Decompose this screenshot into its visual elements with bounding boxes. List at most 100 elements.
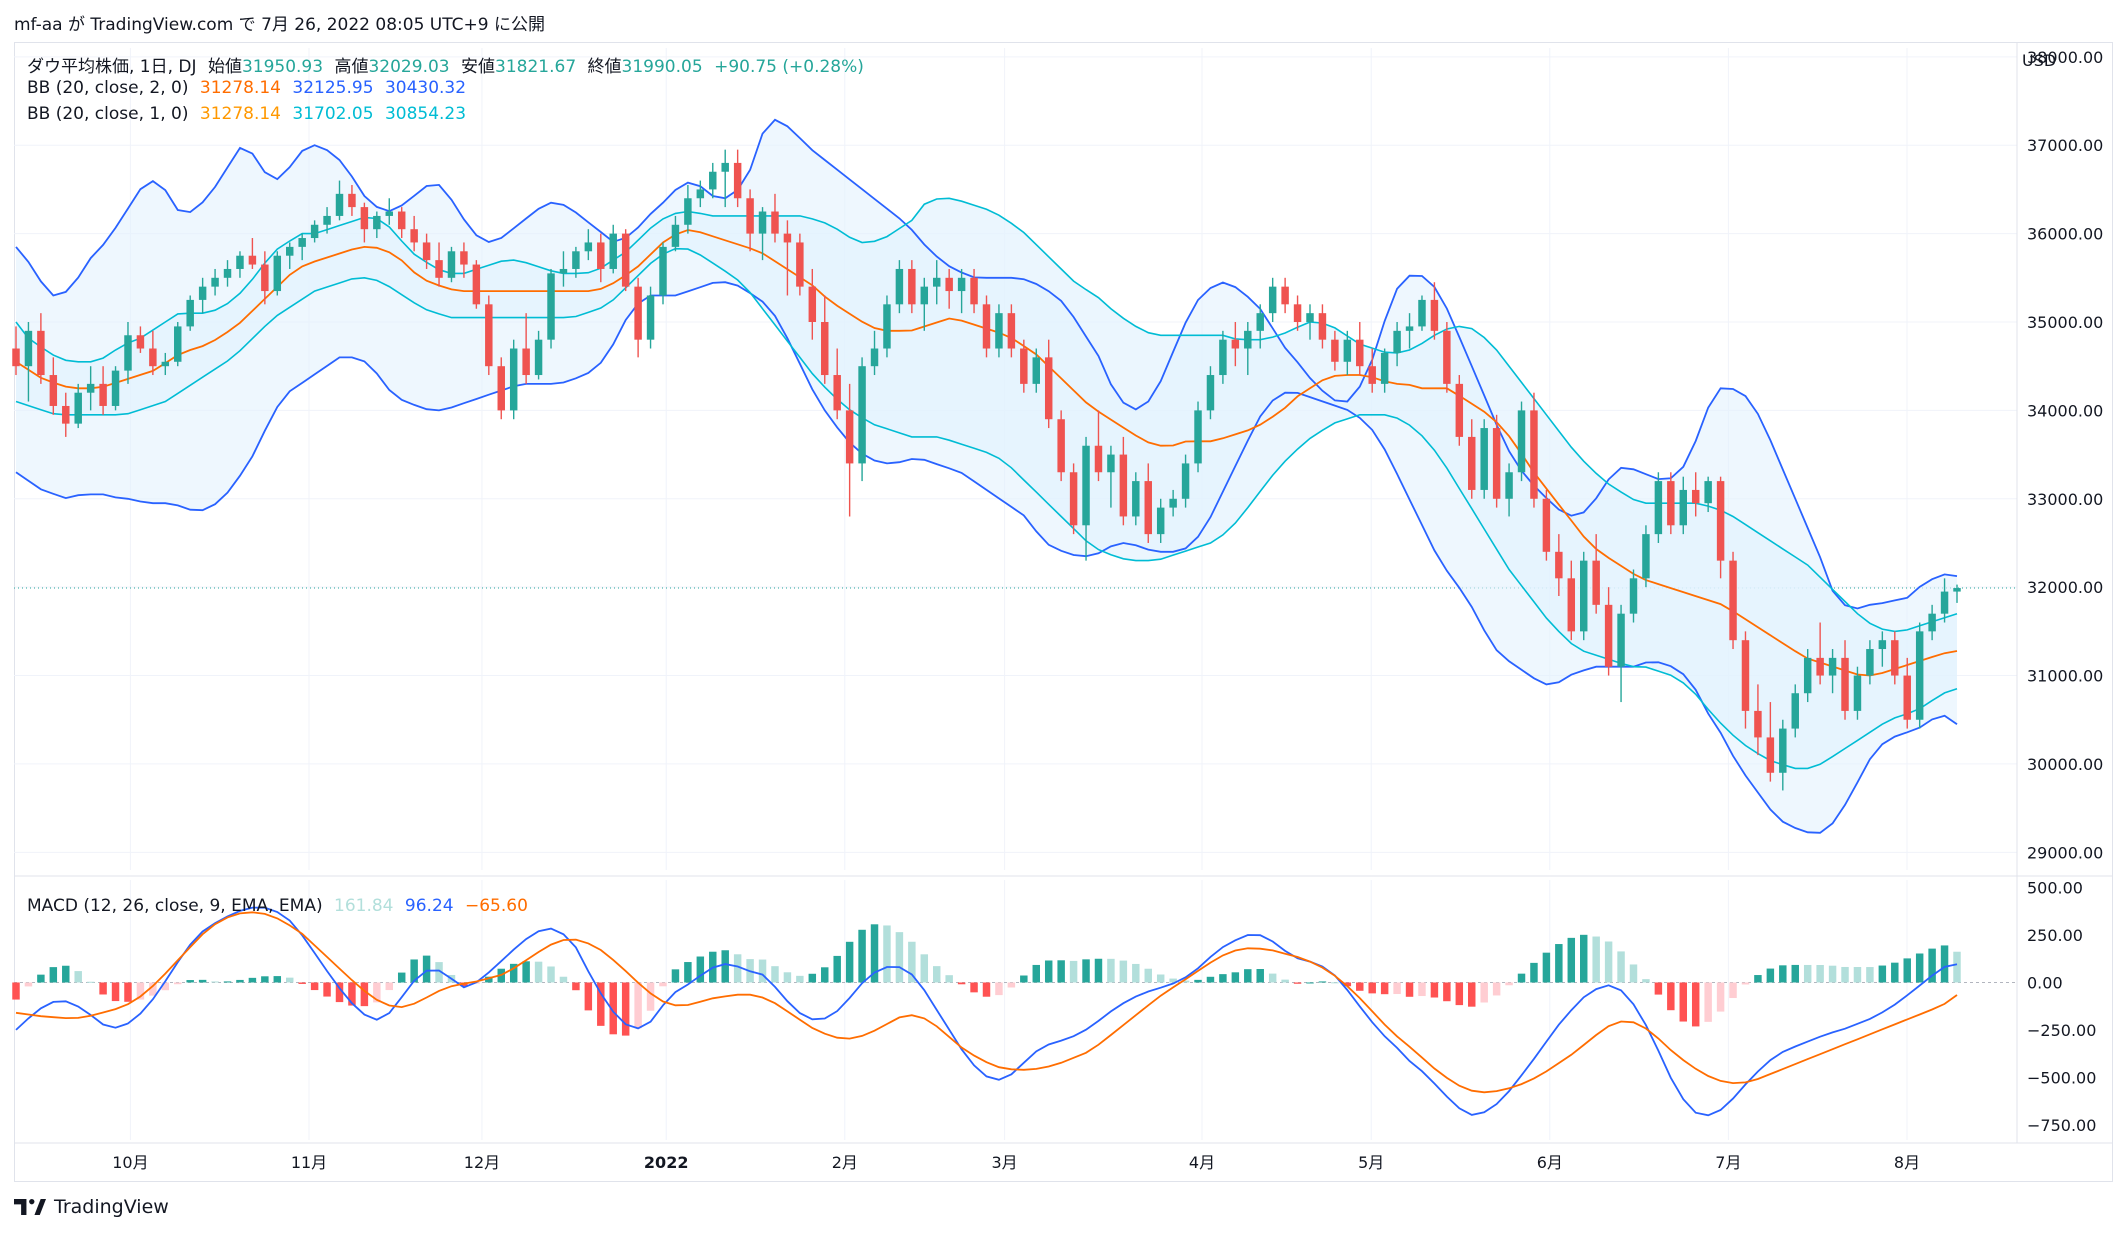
- candle-body: [1281, 286, 1289, 305]
- candle-body: [1020, 348, 1028, 384]
- candle-body: [1405, 326, 1414, 331]
- bb1-lower: 30430.32: [384, 78, 467, 98]
- candle-body: [1866, 649, 1874, 676]
- time-tick-label: 8月: [1894, 1153, 1920, 1172]
- macd-hist-bar: [1679, 982, 1688, 1022]
- candle-body: [1380, 352, 1389, 384]
- macd-hist-bar: [1468, 982, 1476, 1007]
- candle-body: [497, 366, 505, 411]
- macd-hist-bar: [1505, 982, 1513, 986]
- candle-body: [1530, 410, 1538, 499]
- price-tick-label: 38000.00: [2027, 48, 2103, 67]
- macd-hist-bar: [1530, 962, 1538, 983]
- candle-body: [261, 264, 269, 292]
- macd-hist-bar: [659, 982, 667, 987]
- macd-hist-bar: [1107, 958, 1115, 983]
- candle-body: [908, 268, 916, 305]
- macd-hist-bar: [373, 982, 381, 1003]
- macd-hist-bar: [1517, 973, 1526, 983]
- macd-hist-bar: [534, 961, 543, 983]
- candle-body: [1891, 640, 1899, 676]
- candle-body: [1691, 489, 1700, 504]
- macd-hist-bar: [1953, 951, 1961, 983]
- candle-body: [634, 286, 642, 340]
- macd-hist-bar: [1069, 960, 1078, 983]
- bb1-fill: [16, 198, 1957, 769]
- macd-hist-bar: [1281, 979, 1289, 983]
- legend-bb2: BB (20, close, 1, 0) 31278.14 31702.05 3…: [27, 104, 472, 124]
- macd-hist-bar: [584, 982, 593, 1011]
- bb1-upper-line: [15, 197, 1958, 633]
- candle-body: [746, 198, 754, 234]
- legend-bb1: BB (20, close, 2, 0) 31278.14 32125.95 3…: [27, 78, 472, 98]
- legend-close-label: 終値: [587, 57, 622, 77]
- legend-open-label: 始値: [207, 57, 242, 77]
- candle-body: [360, 207, 369, 230]
- macd-hist-bar: [149, 982, 157, 996]
- candle-body: [1032, 357, 1041, 384]
- macd-hist-bar: [796, 975, 804, 983]
- legend-low: 31821.67: [495, 57, 577, 77]
- macd-hist-bar: [248, 977, 257, 983]
- candle-body: [522, 348, 530, 376]
- macd-tick-label: −500.00: [2027, 1068, 2096, 1087]
- candle-body: [136, 335, 145, 349]
- legend-high: 32029.03: [368, 57, 450, 77]
- time-tick-label: 6月: [1537, 1153, 1563, 1172]
- candle-body: [1803, 657, 1812, 694]
- candle-body: [1517, 410, 1526, 473]
- macd-hist-bar: [1256, 969, 1264, 983]
- candle-body: [995, 313, 1003, 349]
- macd-hist-bar: [509, 963, 518, 983]
- candle-body: [397, 211, 406, 230]
- candle-body: [37, 330, 45, 376]
- candle-body: [198, 286, 207, 300]
- macd-hist-bar: [62, 965, 70, 983]
- candle-body: [1791, 693, 1799, 729]
- candle-body: [833, 375, 841, 411]
- candle-body: [771, 211, 779, 234]
- candle-body: [547, 273, 555, 340]
- macd-tick-label: 500.00: [2027, 879, 2083, 898]
- macd-hist-bar: [236, 979, 244, 983]
- macd-hist-bar: [1866, 967, 1874, 983]
- candle-body: [186, 299, 194, 327]
- candle-body: [1169, 498, 1177, 508]
- candle-body: [1393, 330, 1401, 353]
- time-tick-label: 2022: [644, 1153, 689, 1172]
- macd-hist-bar: [1156, 974, 1165, 983]
- macd-hist-bar: [261, 976, 269, 983]
- footer-brand[interactable]: TradingView: [14, 1196, 169, 1218]
- candle-body: [609, 233, 617, 269]
- candle-body: [1331, 339, 1339, 362]
- price-tick-label: 29000.00: [2027, 843, 2103, 862]
- price-tick-label: 32000.00: [2027, 578, 2103, 597]
- macd-hist-bar: [1940, 945, 1949, 983]
- macd-hist-bar: [1878, 965, 1887, 983]
- macd-hist-bar: [833, 955, 841, 983]
- bollinger-lines: [15, 118, 1958, 834]
- candles: [12, 149, 1961, 791]
- candle-body: [1841, 657, 1849, 711]
- candle-body: [1194, 410, 1202, 464]
- price-tick-label: 34000.00: [2027, 401, 2103, 420]
- candle-body: [422, 242, 431, 261]
- candle-body: [696, 189, 705, 199]
- price-tick-label: 36000.00: [2027, 225, 2103, 244]
- macd-hist-bar: [1455, 982, 1464, 1006]
- macd-hist-bar: [211, 981, 219, 983]
- macd-hist-bar: [821, 967, 829, 983]
- candle-body: [149, 348, 157, 367]
- legend-low-label: 安値: [461, 57, 496, 77]
- macd-tick-label: −750.00: [2027, 1116, 2096, 1135]
- candle-body: [174, 326, 182, 362]
- macd-hist-bar: [945, 975, 953, 983]
- candle-body: [298, 238, 306, 247]
- macd-hist-bar: [522, 961, 530, 983]
- tradingview-logo-icon: [14, 1199, 46, 1215]
- candle-body: [1443, 330, 1451, 384]
- candle-body: [323, 215, 331, 225]
- candle-body: [1579, 560, 1588, 632]
- macd-hist-bar: [410, 959, 418, 983]
